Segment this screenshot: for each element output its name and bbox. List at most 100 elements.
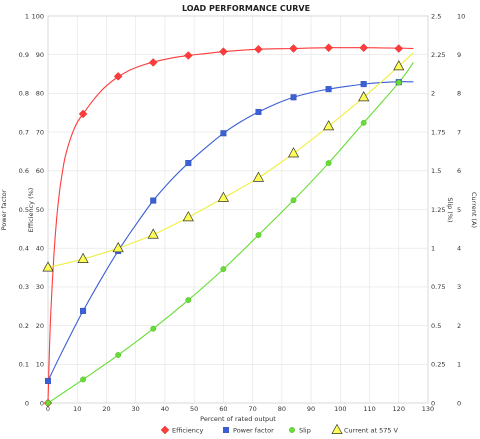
legend: Efficiency Power factor Slip Current at 575…	[160, 423, 399, 435]
power-factor-legend-label: Power factor	[233, 426, 274, 434]
x-tick-label: 50	[190, 405, 198, 413]
chart-title: LOAD PERFORMANCE CURVE	[182, 4, 310, 13]
efficiency-point	[254, 44, 263, 54]
y-axis-0-tick-label: 0.8	[19, 90, 29, 98]
slip-point	[325, 160, 332, 166]
current-point	[112, 241, 124, 253]
y-axis-2-tick-label: 0.75	[431, 283, 445, 291]
y-axis-0-tick-label: 0.5	[19, 206, 29, 214]
y-axis-1-tick-label: 60	[36, 167, 44, 175]
axes-layer: 0 10 20 30 40 50 60 70 80 90 100 110 120 13000.10.20.…	[0, 12, 478, 413]
slip-legend-label: Slip	[299, 426, 311, 434]
y-axis-3-tick-label: 10	[457, 12, 465, 20]
y-axis-2-tick-label: 0	[431, 399, 435, 407]
power-factor-point	[45, 377, 52, 384]
y-axis-3-tick-label: 6	[457, 167, 461, 175]
power-factor-point	[185, 160, 192, 167]
x-tick-label: 30	[132, 405, 140, 413]
efficiency-legend-label: Efficiency	[172, 426, 203, 434]
x-tick-label: 0	[46, 405, 50, 413]
y-axis-1-tick-label: 40	[36, 245, 44, 253]
power-factor-point	[360, 81, 367, 88]
x-tick-label: 70	[248, 405, 256, 413]
y-axis-2-tick-label: 2.5	[431, 12, 441, 20]
power-factor-point	[80, 307, 87, 314]
efficiency-point	[394, 44, 404, 53]
y-axis-3-tick-label: 3	[457, 283, 461, 291]
current-point	[358, 91, 370, 102]
y-axis-1-tick-label: 20	[36, 322, 44, 330]
slip-point	[80, 376, 86, 383]
slip-point	[255, 232, 262, 238]
x-tick-label: 40	[161, 405, 169, 413]
x-tick-label: 120	[393, 405, 405, 413]
power-factor-point	[325, 86, 332, 93]
x-axis-title: Percent of rated output	[200, 415, 276, 423]
y-axis-0-tick-label: 0.3	[19, 283, 29, 291]
slip-point	[290, 197, 297, 204]
x-tick-label: 10	[73, 405, 81, 413]
slip-legend-marker	[289, 427, 295, 433]
y-axis-2-tick-label: 1	[431, 245, 435, 253]
efficiency-point	[113, 72, 123, 81]
power-factor-point	[150, 197, 157, 204]
y-axis-3-tick-label: 5	[457, 206, 461, 214]
current-point	[393, 60, 405, 71]
slip-point	[395, 79, 402, 86]
y-axis-1-tick-label: 50	[36, 206, 44, 214]
efficiency-point	[289, 44, 298, 53]
efficiency-point	[324, 43, 333, 53]
y-axis-0-tick-label: 1	[25, 12, 29, 20]
y-axis-3-tick-label: 4	[457, 245, 461, 253]
slip-point	[115, 352, 122, 358]
slip-point	[150, 325, 157, 332]
efficiency-point	[359, 43, 368, 53]
y-axis-0-tick-label: 0.7	[19, 128, 29, 136]
y-axis-2-title: Slip (%)	[446, 197, 454, 222]
slip-point	[185, 297, 192, 303]
power-factor-point	[255, 108, 262, 115]
efficiency-line	[47, 47, 414, 404]
current-point	[217, 191, 229, 202]
y-axis-0-tick-label: 0	[25, 399, 29, 407]
current-point	[323, 120, 335, 131]
y-axis-3-tick-label: 1	[457, 361, 461, 369]
power-factor-point	[290, 94, 297, 101]
efficiency-legend-marker	[160, 425, 170, 435]
x-tick-label: 90	[307, 405, 315, 413]
current-point	[182, 211, 194, 222]
current-point	[287, 147, 300, 158]
efficiency-point	[219, 47, 228, 56]
efficiency-point	[148, 58, 158, 67]
y-axis-1-tick-label: 80	[36, 90, 44, 98]
y-axis-0-tick-label: 0.9	[19, 51, 29, 59]
y-axis-2-tick-label: 2.25	[431, 51, 445, 59]
y-axis-1-tick-label: 70	[36, 128, 44, 136]
slip-point	[220, 266, 227, 272]
y-axis-3-tick-label: 8	[457, 90, 461, 98]
slip-point	[360, 119, 367, 126]
y-axis-2-tick-label: 1.5	[431, 167, 441, 175]
y-axis-3-title: Current (A)	[470, 192, 478, 228]
y-axis-1-tick-label: 100	[32, 12, 44, 20]
y-axis-0-tick-label: 0.2	[19, 322, 29, 330]
efficiency-point	[184, 51, 193, 60]
x-tick-label: 60	[219, 405, 227, 413]
y-axis-1-tick-label: 10	[36, 361, 44, 369]
current-legend-label: Current at 575 V	[344, 426, 399, 434]
y-axis-0-tick-label: 0.4	[19, 245, 29, 253]
current-point	[147, 228, 159, 239]
current-point	[77, 252, 89, 263]
y-axis-2-tick-label: 1.25	[431, 206, 445, 214]
y-axis-1-tick-label: 0	[40, 399, 44, 407]
y-axis-0-tick-label: 0.1	[19, 361, 29, 369]
current-point	[42, 261, 54, 272]
y-axis-0-title: Power factor	[0, 189, 8, 230]
x-tick-label: 20	[102, 405, 110, 413]
x-tick-label: 100	[334, 405, 346, 413]
current-point	[252, 171, 265, 182]
slip-point	[45, 400, 51, 406]
y-axis-3-tick-label: 7	[457, 128, 461, 136]
power-factor-legend-marker	[222, 427, 229, 434]
